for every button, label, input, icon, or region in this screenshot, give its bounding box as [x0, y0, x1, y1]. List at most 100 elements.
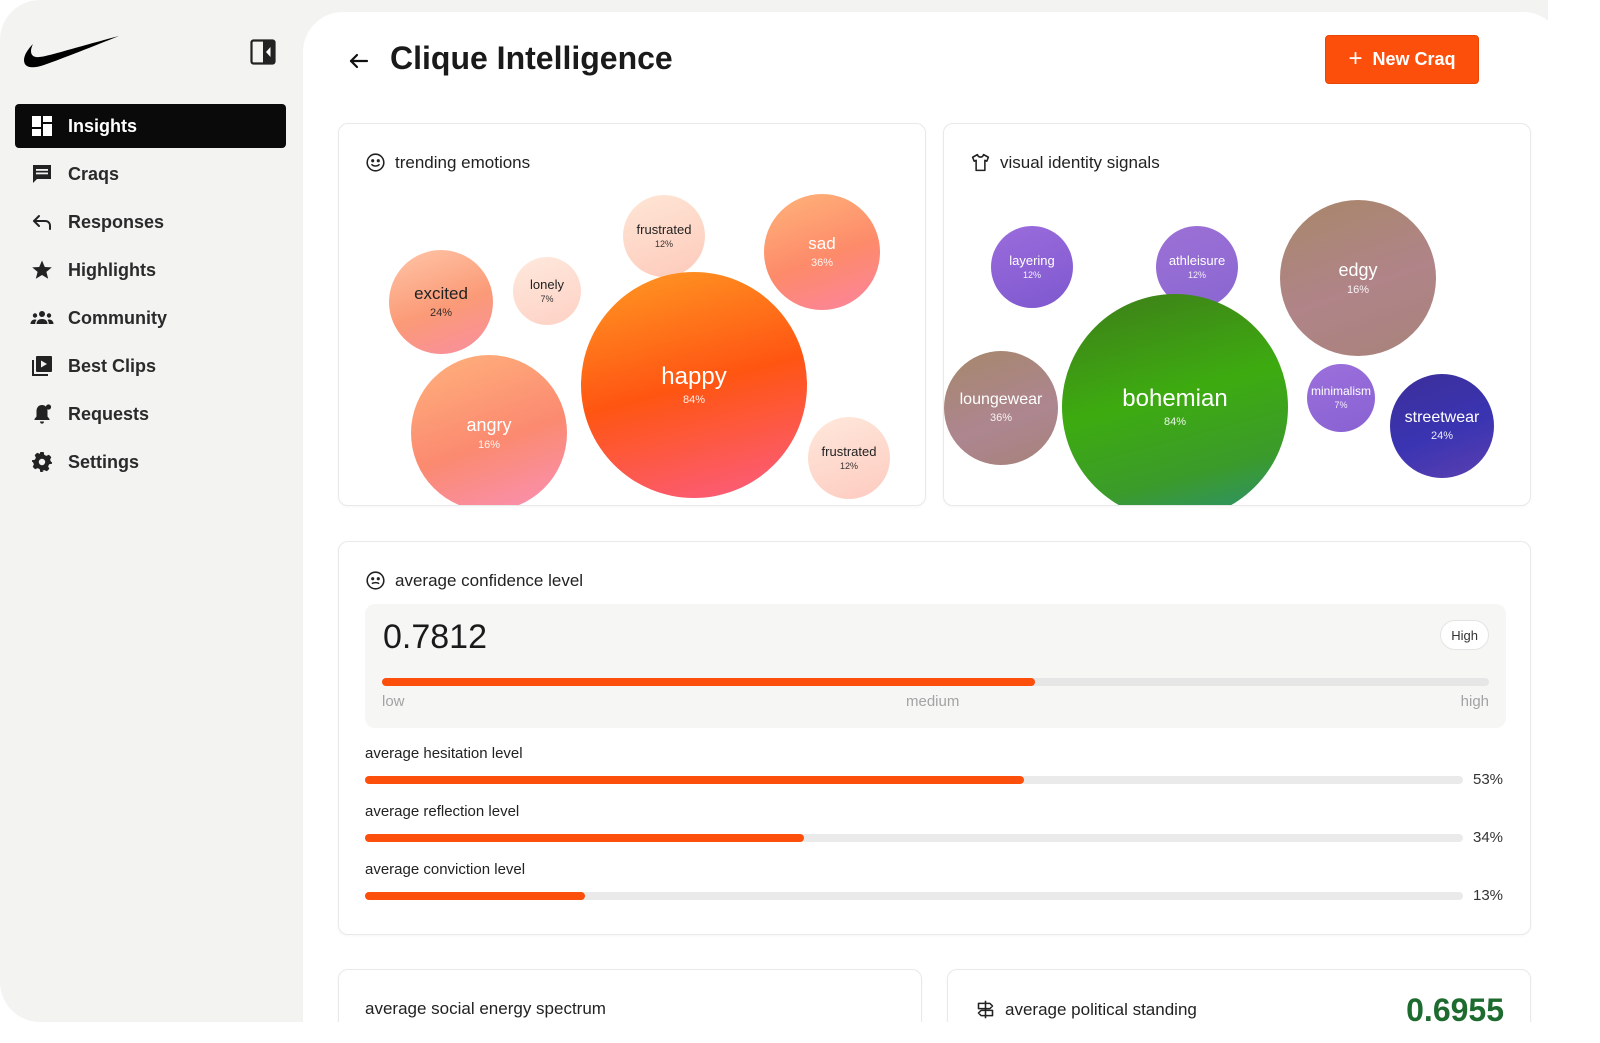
main-content: Clique Intelligence + New Craq trending … [303, 12, 1548, 1022]
confidence-card: average confidence level 0.7812 High low… [338, 541, 1531, 935]
card-header: average political standing [975, 999, 1197, 1020]
metric-fill [365, 834, 805, 842]
bubble-percent: 36% [989, 412, 1013, 425]
social-energy-card: average social energy spectrum [338, 969, 922, 1022]
tick-low: low [382, 693, 405, 710]
bubble-label: edgy [1338, 259, 1378, 280]
sidebar-item-community[interactable]: Community [15, 296, 286, 340]
bubble-percent: 12% [839, 460, 858, 471]
metric-label: average conviction level [365, 861, 526, 878]
video-library-icon [32, 356, 52, 376]
swoosh-logo[interactable] [22, 34, 120, 70]
emotion-bubble[interactable]: happy 84% [581, 272, 807, 498]
card-header: average social energy spectrum [365, 999, 606, 1019]
signpost-icon [977, 1000, 994, 1019]
dashboard-icon [32, 116, 52, 136]
card-title: average confidence level [395, 570, 584, 590]
sidebar-item-requests[interactable]: Requests [15, 392, 286, 436]
bubble-percent: 84% [682, 393, 706, 406]
gear-icon [32, 452, 52, 472]
metric-percent: 34% [1473, 829, 1504, 846]
bubble-percent: 7% [540, 293, 554, 304]
emotion-bubble[interactable]: frustrated 12% [808, 417, 890, 499]
metric-track [365, 892, 1463, 900]
emotion-bubble[interactable]: frustrated 12% [623, 195, 705, 277]
emotion-bubble[interactable]: lonely 7% [513, 257, 581, 325]
chat-icon [33, 165, 51, 183]
confidence-value: 0.7812 [383, 618, 487, 656]
identity-bubble[interactable]: minimalism 7% [1307, 364, 1375, 432]
card-header: visual identity signals [970, 152, 1160, 173]
metric-label: average hesitation level [365, 745, 523, 762]
status-badge: High [1440, 620, 1489, 650]
identity-bubble[interactable]: edgy 16% [1280, 200, 1436, 356]
emotion-bubble[interactable]: sad 36% [764, 194, 880, 310]
tick-high: high [1460, 693, 1489, 710]
metric-track [365, 834, 1463, 842]
reply-icon [33, 215, 51, 230]
bubble-label: frustrated [821, 443, 877, 459]
bubble-percent: 24% [429, 306, 453, 319]
metric-fill [365, 892, 585, 900]
sidebar-item-insights[interactable]: Insights [15, 104, 286, 148]
sidebar-item-label: Insights [68, 115, 138, 136]
sidebar-item-label: Best Clips [68, 355, 157, 376]
star-icon [32, 260, 52, 279]
sidebar-collapse-icon[interactable] [249, 38, 277, 66]
bubble-percent: 24% [1430, 430, 1454, 443]
sidebar-item-label: Community [68, 307, 167, 328]
sidebar-item-highlights[interactable]: Highlights [15, 248, 286, 292]
bubble-percent: 12% [1022, 269, 1041, 280]
bubble-label: minimalism [1311, 384, 1371, 399]
bubble-percent: 12% [1187, 269, 1206, 280]
identity-bubble[interactable]: loungewear 36% [944, 351, 1058, 465]
political-value: 0.6955 [1406, 992, 1504, 1022]
shirt-icon [971, 153, 990, 172]
app-frame: Insights Craqs Responses Highlights [0, 0, 1548, 1022]
people-icon [30, 311, 54, 324]
new-craq-button[interactable]: + New Craq [1325, 35, 1479, 84]
bubble-label: streetwear [1404, 408, 1480, 426]
identity-bubble[interactable]: streetwear 24% [1390, 374, 1494, 478]
trending-emotions-card: trending emotions excited 24% lonely 7% … [338, 123, 926, 506]
bubble-percent: 16% [477, 438, 501, 451]
plus-icon: + [1348, 44, 1363, 72]
bubble-percent: 84% [1163, 415, 1187, 428]
card-title: trending emotions [395, 152, 531, 172]
neutral-face-icon [366, 571, 385, 590]
card-title: average political standing [1005, 999, 1197, 1019]
metric-track [365, 776, 1463, 784]
bubble-label: loungewear [959, 390, 1043, 408]
bubble-label: happy [661, 363, 727, 391]
bell-icon [34, 404, 52, 424]
sidebar-item-best-clips[interactable]: Best Clips [15, 344, 286, 388]
bubble-label: excited [414, 284, 468, 304]
bubble-label: lonely [530, 276, 564, 292]
bubble-label: bohemian [1122, 385, 1228, 413]
bubble-percent: 7% [1334, 400, 1348, 411]
sidebar-item-label: Responses [68, 211, 165, 232]
sidebar-item-responses[interactable]: Responses [15, 200, 286, 244]
identity-bubble[interactable]: bohemian 84% [1062, 294, 1288, 505]
bubble-percent: 36% [810, 256, 834, 269]
bubble-label: sad [808, 234, 836, 254]
identity-bubble[interactable]: layering 12% [991, 226, 1073, 308]
back-arrow-icon[interactable] [347, 49, 371, 73]
emotion-bubble[interactable]: angry 16% [411, 355, 567, 505]
new-craq-label: New Craq [1372, 49, 1456, 69]
page-title: Clique Intelligence [390, 40, 673, 76]
sidebar-item-craqs[interactable]: Craqs [15, 152, 286, 196]
bubble-percent: 16% [1346, 283, 1370, 296]
card-title: visual identity signals [1000, 152, 1160, 172]
sidebar-item-label: Requests [68, 403, 150, 424]
sidebar-item-label: Settings [68, 451, 140, 472]
emotion-bubble[interactable]: excited 24% [389, 250, 493, 354]
sidebar-item-settings[interactable]: Settings [15, 440, 286, 484]
bubble-label: frustrated [636, 221, 692, 237]
metric-fill [365, 776, 1024, 784]
metric-percent: 13% [1473, 887, 1504, 904]
metric-label: average reflection level [365, 803, 520, 820]
card-title: average social energy spectrum [365, 999, 606, 1018]
bubble-label: athleisure [1168, 252, 1226, 268]
sidebar-item-label: Highlights [68, 259, 156, 280]
